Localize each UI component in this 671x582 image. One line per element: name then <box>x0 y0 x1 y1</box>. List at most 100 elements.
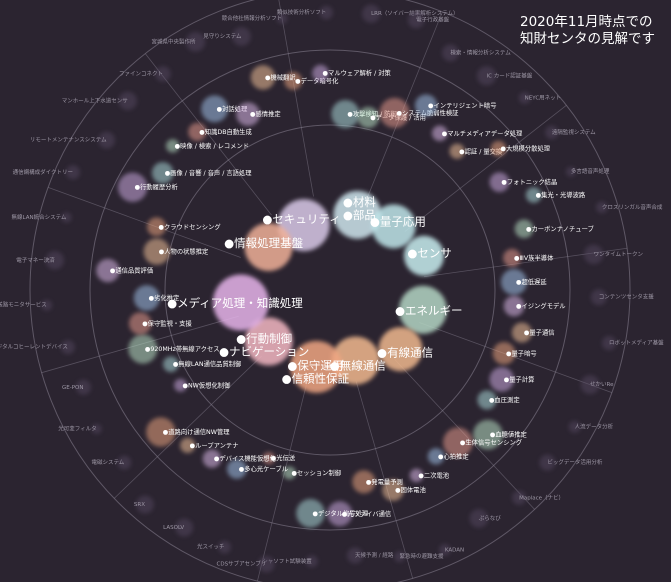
technology-bubble <box>489 367 515 392</box>
technology-label: ●血圧測定 <box>489 395 520 404</box>
sector-core-bubble <box>244 317 293 366</box>
technology-bubble <box>174 378 187 392</box>
product-label: 遠隔監視システム <box>552 128 596 136</box>
technology-label: ●光ファイバ通信 <box>342 509 391 518</box>
sector-core-bubble <box>333 190 382 239</box>
technology-bubble <box>489 172 510 192</box>
technology-label: ●多心光ケーブル <box>239 464 288 473</box>
technology-label: ●認証 / 量交換 <box>459 146 503 155</box>
product-bubble <box>476 66 497 86</box>
sector-label: ●量子応用 <box>370 215 426 229</box>
technology-bubble <box>492 342 516 365</box>
technology-bubble <box>250 65 276 90</box>
product-bubble <box>580 375 600 395</box>
sector-core-bubble <box>331 336 380 385</box>
technology-label: ●イジングモデル <box>516 301 566 310</box>
sector-label: ●部品 <box>343 208 376 222</box>
product-bubble <box>175 518 194 537</box>
product-bubble <box>305 555 318 568</box>
technology-bubble <box>503 248 522 267</box>
product-label: 見守りシステム <box>203 32 242 40</box>
technology-label: ●920MHz帯無線アクセス <box>145 344 220 353</box>
sector-divider <box>113 355 262 499</box>
product-label: 無線LAN統合システム <box>12 213 67 221</box>
technology-label: ●超低遅延 <box>516 277 547 286</box>
technology-label: ●通信品質評価 <box>110 266 153 275</box>
technology-label: ●二次電池 <box>418 470 449 479</box>
product-label: マンホール上下水道センサ <box>62 96 129 104</box>
sector-core-bubble <box>212 274 269 331</box>
technology-bubble <box>473 419 503 450</box>
technology-label: ●人物の状態推定 <box>159 247 209 256</box>
technology-label: ●知識DB自動生成 <box>199 127 252 136</box>
caption-line-1: 2020年11月時点での <box>520 14 653 30</box>
technology-label: ●映像 / 検索 / レコメンド <box>175 141 249 150</box>
sector-label: ●情報処理基盤 <box>224 236 304 250</box>
technology-label: ●クラウドセンシング <box>158 222 221 231</box>
technology-label: ●発電量予測 <box>366 477 403 486</box>
technology-label: ●血糖値推定 <box>490 430 528 439</box>
product-label: SRX <box>134 502 145 508</box>
technology-bubble <box>202 449 222 468</box>
product-label: 人流データ分析 <box>575 422 614 430</box>
product-label: ロボットメディア基盤 <box>609 339 664 347</box>
technology-bubble <box>414 94 438 117</box>
product-bubble <box>590 289 607 306</box>
technology-bubble <box>143 238 170 265</box>
technology-bubble <box>147 217 166 237</box>
product-bubble <box>545 125 559 140</box>
product-label: ビッグデータ活用分析 <box>547 458 603 466</box>
product-bubble <box>41 299 53 311</box>
technology-label: ●量子暗号 <box>506 348 537 357</box>
ring-3 <box>29 0 631 582</box>
sector-core-bubble <box>378 327 423 372</box>
product-bubble <box>136 495 154 514</box>
product-bubble <box>258 556 275 573</box>
technology-bubble <box>352 470 376 494</box>
product-label: 宮城県中央製作所 <box>151 37 196 45</box>
technology-label: ●量子通信 <box>524 328 555 337</box>
product-label: クロスリンガル音声合成 <box>602 203 663 211</box>
product-label: 光可変フィルタ <box>58 424 96 432</box>
technology-bubble <box>201 95 229 123</box>
technology-label: ●心拍推定 <box>438 451 469 460</box>
technology-bubble <box>284 71 303 90</box>
technology-bubble <box>490 140 507 157</box>
product-label: LASOLV <box>163 525 184 531</box>
technology-bubble <box>514 219 534 239</box>
product-label: リモートメンテナンスシステム <box>30 137 107 144</box>
technology-bubble <box>226 459 247 479</box>
product-bubble <box>394 551 405 563</box>
sector-label: ●センサ <box>407 246 452 260</box>
product-label: せかいRe <box>590 381 614 388</box>
product-label: 類似技術分析ソフト <box>277 8 327 16</box>
sector-divider <box>404 104 567 232</box>
product-bubble <box>61 212 72 223</box>
sector-divider <box>355 381 414 579</box>
technology-label: ●劣化推定 <box>149 293 180 302</box>
technology-bubble <box>165 139 180 153</box>
product-bubble <box>60 340 75 355</box>
product-bubble <box>45 251 64 270</box>
technology-bubble <box>331 99 360 129</box>
technology-bubble <box>133 285 160 311</box>
technology-label: ●感情推定 <box>250 109 281 118</box>
product-bubble <box>512 490 527 505</box>
product-bubble <box>565 166 576 177</box>
technology-label: ●行動履歴分析 <box>135 182 179 191</box>
technology-bubble <box>500 268 527 296</box>
sector-label: ●信頼性保証 <box>282 372 350 386</box>
technology-bubble <box>427 448 445 465</box>
technology-bubble <box>128 312 152 335</box>
product-bubble <box>319 5 334 20</box>
technology-label: ●デジタル信号処理 <box>312 508 368 517</box>
product-label: シャソフト試験装置 <box>262 557 312 565</box>
product-label: 光スイッチ <box>197 543 225 551</box>
sector-label: ●メディア処理・知識処理 <box>167 296 303 310</box>
product-bubble <box>361 4 381 23</box>
product-bubble <box>596 201 608 214</box>
product-bubble <box>583 244 604 265</box>
sector-label: ●行動制御 <box>236 331 292 345</box>
product-label: 電磁システム <box>91 458 124 466</box>
